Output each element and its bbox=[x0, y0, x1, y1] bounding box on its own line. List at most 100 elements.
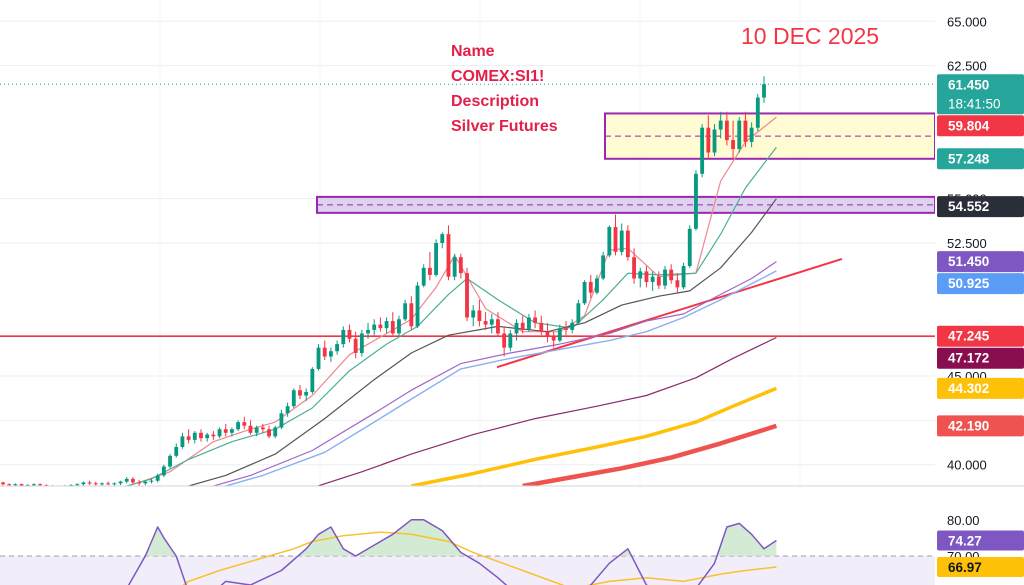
candle-body bbox=[19, 484, 24, 486]
price-axis[interactable]: 65.00062.50055.00052.50045.00042.50040.0… bbox=[937, 14, 1024, 473]
candle-body bbox=[155, 475, 160, 481]
candle-body bbox=[440, 234, 445, 243]
candle bbox=[13, 483, 18, 486]
candle-body bbox=[502, 333, 507, 348]
candle bbox=[514, 319, 519, 341]
candle bbox=[700, 124, 705, 178]
price-labels: 61.450 18:41:50 59.804 57.248 54.552 51.450 50… bbox=[937, 74, 1024, 437]
candle-body bbox=[236, 422, 241, 430]
candle bbox=[87, 480, 92, 486]
candle-body bbox=[124, 478, 129, 482]
candle-body bbox=[694, 173, 698, 229]
candle-body bbox=[199, 432, 203, 439]
candle-body bbox=[230, 429, 234, 433]
candle-body bbox=[32, 484, 36, 486]
candle-body bbox=[372, 324, 377, 330]
candle-body bbox=[731, 140, 735, 149]
candle-body bbox=[700, 127, 705, 174]
candle bbox=[1, 481, 5, 486]
candle bbox=[625, 225, 630, 261]
info-line-0: Name bbox=[451, 43, 495, 60]
candle-body bbox=[106, 483, 111, 485]
price-label: 50.925 bbox=[937, 273, 1024, 295]
candle bbox=[595, 274, 599, 295]
candle bbox=[706, 115, 711, 160]
candle bbox=[675, 273, 680, 293]
price-pane[interactable] bbox=[0, 0, 935, 491]
candle bbox=[644, 266, 649, 288]
candle bbox=[260, 423, 265, 433]
candle bbox=[298, 384, 302, 400]
candle bbox=[279, 409, 284, 430]
candle-body bbox=[168, 455, 172, 467]
candle-body bbox=[217, 429, 222, 437]
candle bbox=[564, 321, 568, 336]
candle bbox=[384, 317, 389, 334]
candle-body bbox=[489, 319, 494, 325]
candle-body bbox=[316, 347, 321, 369]
rsi-pane[interactable] bbox=[0, 519, 935, 585]
candle-body bbox=[669, 269, 674, 281]
candle bbox=[273, 425, 278, 439]
candle-body bbox=[452, 257, 457, 277]
candle bbox=[743, 111, 748, 148]
candle-body bbox=[625, 230, 630, 258]
candle bbox=[372, 319, 377, 336]
candle-body bbox=[588, 282, 593, 293]
candle-body bbox=[57, 487, 61, 488]
candle bbox=[551, 331, 556, 348]
candle-body bbox=[632, 257, 636, 279]
candle-body bbox=[663, 269, 667, 286]
price-label-text: 44.302 bbox=[948, 381, 989, 396]
price-label-bg bbox=[937, 115, 1024, 137]
candle-body bbox=[576, 303, 581, 323]
candle-body bbox=[520, 322, 525, 330]
candle bbox=[409, 296, 414, 330]
candle bbox=[489, 313, 494, 334]
candle-body bbox=[131, 478, 135, 483]
candle bbox=[539, 315, 544, 336]
candle bbox=[681, 262, 686, 290]
price-label-bg bbox=[937, 347, 1024, 369]
candle-body bbox=[681, 266, 686, 288]
candle-body bbox=[737, 120, 742, 149]
candle bbox=[749, 122, 754, 148]
candle-body bbox=[570, 322, 575, 330]
rsi-value-label: 66.97 bbox=[937, 556, 1024, 577]
candle bbox=[149, 478, 154, 484]
price-label: 42.190 bbox=[937, 415, 1024, 437]
candle bbox=[502, 326, 507, 357]
candle-body bbox=[582, 282, 587, 304]
candle bbox=[304, 388, 309, 401]
candle-body bbox=[465, 273, 469, 318]
info-line-3: Silver Futures bbox=[451, 118, 558, 135]
candle bbox=[248, 420, 253, 435]
price-label-text: 59.804 bbox=[948, 118, 990, 133]
candle-body bbox=[675, 280, 680, 288]
candle-body bbox=[180, 436, 185, 447]
candle-body bbox=[143, 481, 148, 484]
price-label: 57.248 bbox=[937, 148, 1024, 170]
candle-body bbox=[112, 483, 117, 485]
trend-line[interactable] bbox=[496, 258, 843, 369]
candle bbox=[694, 170, 698, 231]
candle-body bbox=[409, 303, 414, 327]
candle bbox=[619, 223, 624, 256]
candle-body bbox=[260, 427, 265, 430]
candle bbox=[477, 299, 482, 327]
y-tick-label: 52.500 bbox=[947, 236, 987, 251]
candle-body bbox=[434, 243, 439, 275]
candle bbox=[465, 267, 469, 322]
candle bbox=[607, 225, 612, 258]
candle-body bbox=[755, 97, 760, 128]
candle bbox=[403, 299, 408, 322]
candle bbox=[526, 313, 531, 332]
candle-body bbox=[223, 429, 228, 433]
candle-body bbox=[353, 338, 358, 353]
candle bbox=[285, 402, 290, 417]
price-label-bg bbox=[937, 148, 1024, 170]
candle-body bbox=[526, 317, 531, 330]
candle bbox=[93, 481, 98, 486]
